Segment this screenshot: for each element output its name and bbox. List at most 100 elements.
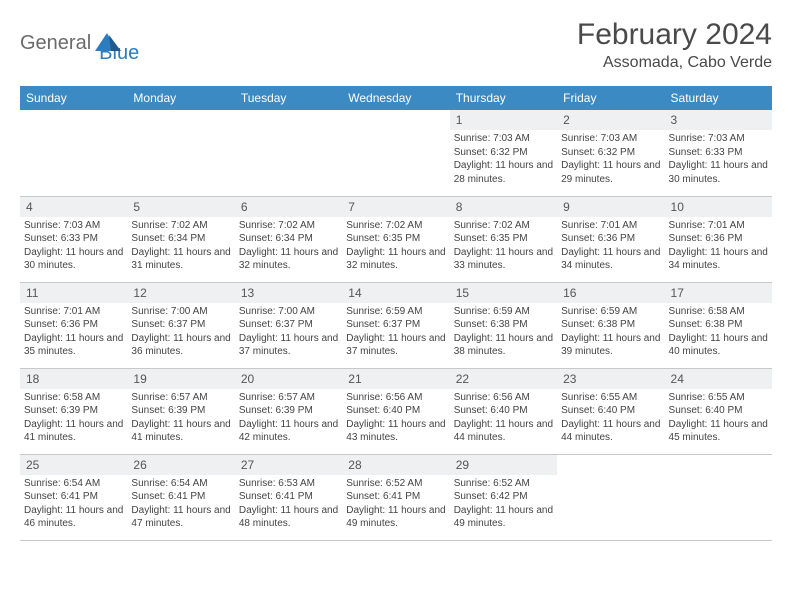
day-number: 9 [557, 197, 664, 217]
day-details: Sunrise: 6:58 AMSunset: 6:39 PMDaylight:… [20, 389, 127, 449]
daylight-text: Daylight: 11 hours and 32 minutes. [239, 246, 338, 273]
daylight-text: Daylight: 11 hours and 49 minutes. [454, 504, 553, 531]
daylight-text: Daylight: 11 hours and 38 minutes. [454, 332, 553, 359]
day-number: 22 [450, 369, 557, 389]
daylight-text: Daylight: 11 hours and 34 minutes. [669, 246, 768, 273]
day-details: Sunrise: 7:02 AMSunset: 6:35 PMDaylight:… [342, 217, 449, 277]
sunset-text: Sunset: 6:35 PM [346, 232, 445, 246]
sunrise-text: Sunrise: 6:57 AM [239, 391, 338, 405]
day-details: Sunrise: 7:03 AMSunset: 6:33 PMDaylight:… [20, 217, 127, 277]
day-cell: 29Sunrise: 6:52 AMSunset: 6:42 PMDayligh… [450, 454, 557, 540]
day-cell: 10Sunrise: 7:01 AMSunset: 6:36 PMDayligh… [665, 196, 772, 282]
sunset-text: Sunset: 6:35 PM [454, 232, 553, 246]
day-number: 17 [665, 283, 772, 303]
day-details: Sunrise: 6:59 AMSunset: 6:37 PMDaylight:… [342, 303, 449, 363]
day-cell: 8Sunrise: 7:02 AMSunset: 6:35 PMDaylight… [450, 196, 557, 282]
sunrise-text: Sunrise: 6:52 AM [346, 477, 445, 491]
daylight-text: Daylight: 11 hours and 28 minutes. [454, 159, 553, 186]
weekday-header: Tuesday [235, 86, 342, 110]
month-title: February 2024 [577, 18, 772, 52]
day-cell: 14Sunrise: 6:59 AMSunset: 6:37 PMDayligh… [342, 282, 449, 368]
daylight-text: Daylight: 11 hours and 41 minutes. [24, 418, 123, 445]
sunset-text: Sunset: 6:34 PM [131, 232, 230, 246]
day-number: 25 [20, 455, 127, 475]
daylight-text: Daylight: 11 hours and 45 minutes. [669, 418, 768, 445]
sunset-text: Sunset: 6:38 PM [561, 318, 660, 332]
day-details: Sunrise: 7:03 AMSunset: 6:32 PMDaylight:… [450, 130, 557, 190]
day-number: 13 [235, 283, 342, 303]
day-number: 29 [450, 455, 557, 475]
day-cell: 0x [20, 110, 127, 196]
sunrise-text: Sunrise: 6:53 AM [239, 477, 338, 491]
title-block: February 2024 Assomada, Cabo Verde [577, 18, 772, 72]
daylight-text: Daylight: 11 hours and 40 minutes. [669, 332, 768, 359]
sunrise-text: Sunrise: 7:01 AM [24, 305, 123, 319]
weekday-header: Thursday [450, 86, 557, 110]
sunrise-text: Sunrise: 6:55 AM [669, 391, 768, 405]
day-number: 1 [450, 110, 557, 130]
day-cell: 12Sunrise: 7:00 AMSunset: 6:37 PMDayligh… [127, 282, 234, 368]
day-number: 10 [665, 197, 772, 217]
location: Assomada, Cabo Verde [577, 54, 772, 72]
day-cell: 18Sunrise: 6:58 AMSunset: 6:39 PMDayligh… [20, 368, 127, 454]
sunset-text: Sunset: 6:36 PM [24, 318, 123, 332]
day-details: Sunrise: 7:00 AMSunset: 6:37 PMDaylight:… [235, 303, 342, 363]
sunrise-text: Sunrise: 6:59 AM [454, 305, 553, 319]
sunset-text: Sunset: 6:38 PM [454, 318, 553, 332]
logo-sail-icon [95, 33, 121, 51]
sunset-text: Sunset: 6:37 PM [239, 318, 338, 332]
day-number: 15 [450, 283, 557, 303]
day-cell: 25Sunrise: 6:54 AMSunset: 6:41 PMDayligh… [20, 454, 127, 540]
day-details: Sunrise: 6:59 AMSunset: 6:38 PMDaylight:… [557, 303, 664, 363]
sunrise-text: Sunrise: 6:58 AM [669, 305, 768, 319]
sunset-text: Sunset: 6:36 PM [561, 232, 660, 246]
logo: General Blue [20, 22, 139, 65]
day-cell: 0x [235, 110, 342, 196]
sunset-text: Sunset: 6:32 PM [454, 146, 553, 160]
calendar-table: Sunday Monday Tuesday Wednesday Thursday… [20, 86, 772, 541]
daylight-text: Daylight: 11 hours and 47 minutes. [131, 504, 230, 531]
day-cell: 2Sunrise: 7:03 AMSunset: 6:32 PMDaylight… [557, 110, 664, 196]
day-number: 20 [235, 369, 342, 389]
day-details: Sunrise: 6:52 AMSunset: 6:42 PMDaylight:… [450, 475, 557, 535]
daylight-text: Daylight: 11 hours and 35 minutes. [24, 332, 123, 359]
daylight-text: Daylight: 11 hours and 48 minutes. [239, 504, 338, 531]
day-number: 16 [557, 283, 664, 303]
week-row: 25 Sunrise: 6:54 AM Sunset: 6:41 PM Dayligh… [20, 454, 772, 540]
daylight-text: Daylight: 11 hours and 41 minutes. [131, 418, 230, 445]
sunrise-text: Sunrise: 6:56 AM [346, 391, 445, 405]
day-number: 11 [20, 283, 127, 303]
sunrise-text: Sunrise: 6:54 AM [131, 477, 230, 491]
day-details: Sunrise: 7:02 AMSunset: 6:34 PMDaylight:… [127, 217, 234, 277]
weekday-header: Monday [127, 86, 234, 110]
day-cell: 24Sunrise: 6:55 AMSunset: 6:40 PMDayligh… [665, 368, 772, 454]
day-details: Sunrise: 7:03 AMSunset: 6:32 PMDaylight:… [557, 130, 664, 190]
sunrise-text: Sunrise: 7:00 AM [131, 305, 230, 319]
day-details: Sunrise: 7:01 AMSunset: 6:36 PMDaylight:… [20, 303, 127, 363]
sunset-text: Sunset: 6:39 PM [131, 404, 230, 418]
day-number: 19 [127, 369, 234, 389]
day-cell: 6Sunrise: 7:02 AMSunset: 6:34 PMDaylight… [235, 196, 342, 282]
sunset-text: Sunset: 6:33 PM [24, 232, 123, 246]
sunrise-text: Sunrise: 6:55 AM [561, 391, 660, 405]
daylight-text: Daylight: 11 hours and 43 minutes. [346, 418, 445, 445]
weekday-header: Friday [557, 86, 664, 110]
sunset-text: Sunset: 6:38 PM [669, 318, 768, 332]
sunset-text: Sunset: 6:40 PM [454, 404, 553, 418]
weekday-header: Sunday [20, 86, 127, 110]
day-details: Sunrise: 7:00 AMSunset: 6:37 PMDaylight:… [127, 303, 234, 363]
day-details: Sunrise: 6:52 AMSunset: 6:41 PMDaylight:… [342, 475, 449, 535]
day-number: 5 [127, 197, 234, 217]
daylight-text: Daylight: 11 hours and 49 minutes. [346, 504, 445, 531]
sunset-text: Sunset: 6:41 PM [24, 490, 123, 504]
day-cell: 3Sunrise: 7:03 AMSunset: 6:33 PMDaylight… [665, 110, 772, 196]
calendar-body: 0x0x0x0x1Sunrise: 7:03 AMSunset: 6:32 PM… [20, 110, 772, 540]
sunset-text: Sunset: 6:34 PM [239, 232, 338, 246]
day-number: 4 [20, 197, 127, 217]
daylight-text: Daylight: 11 hours and 36 minutes. [131, 332, 230, 359]
week-row: 18Sunrise: 6:58 AMSunset: 6:39 PMDayligh… [20, 368, 772, 454]
day-details: Sunrise: 7:01 AMSunset: 6:36 PMDaylight:… [665, 217, 772, 277]
day-cell: 0x [665, 454, 772, 540]
day-cell: 28Sunrise: 6:52 AMSunset: 6:41 PMDayligh… [342, 454, 449, 540]
day-details: Sunrise: 6:56 AMSunset: 6:40 PMDaylight:… [342, 389, 449, 449]
